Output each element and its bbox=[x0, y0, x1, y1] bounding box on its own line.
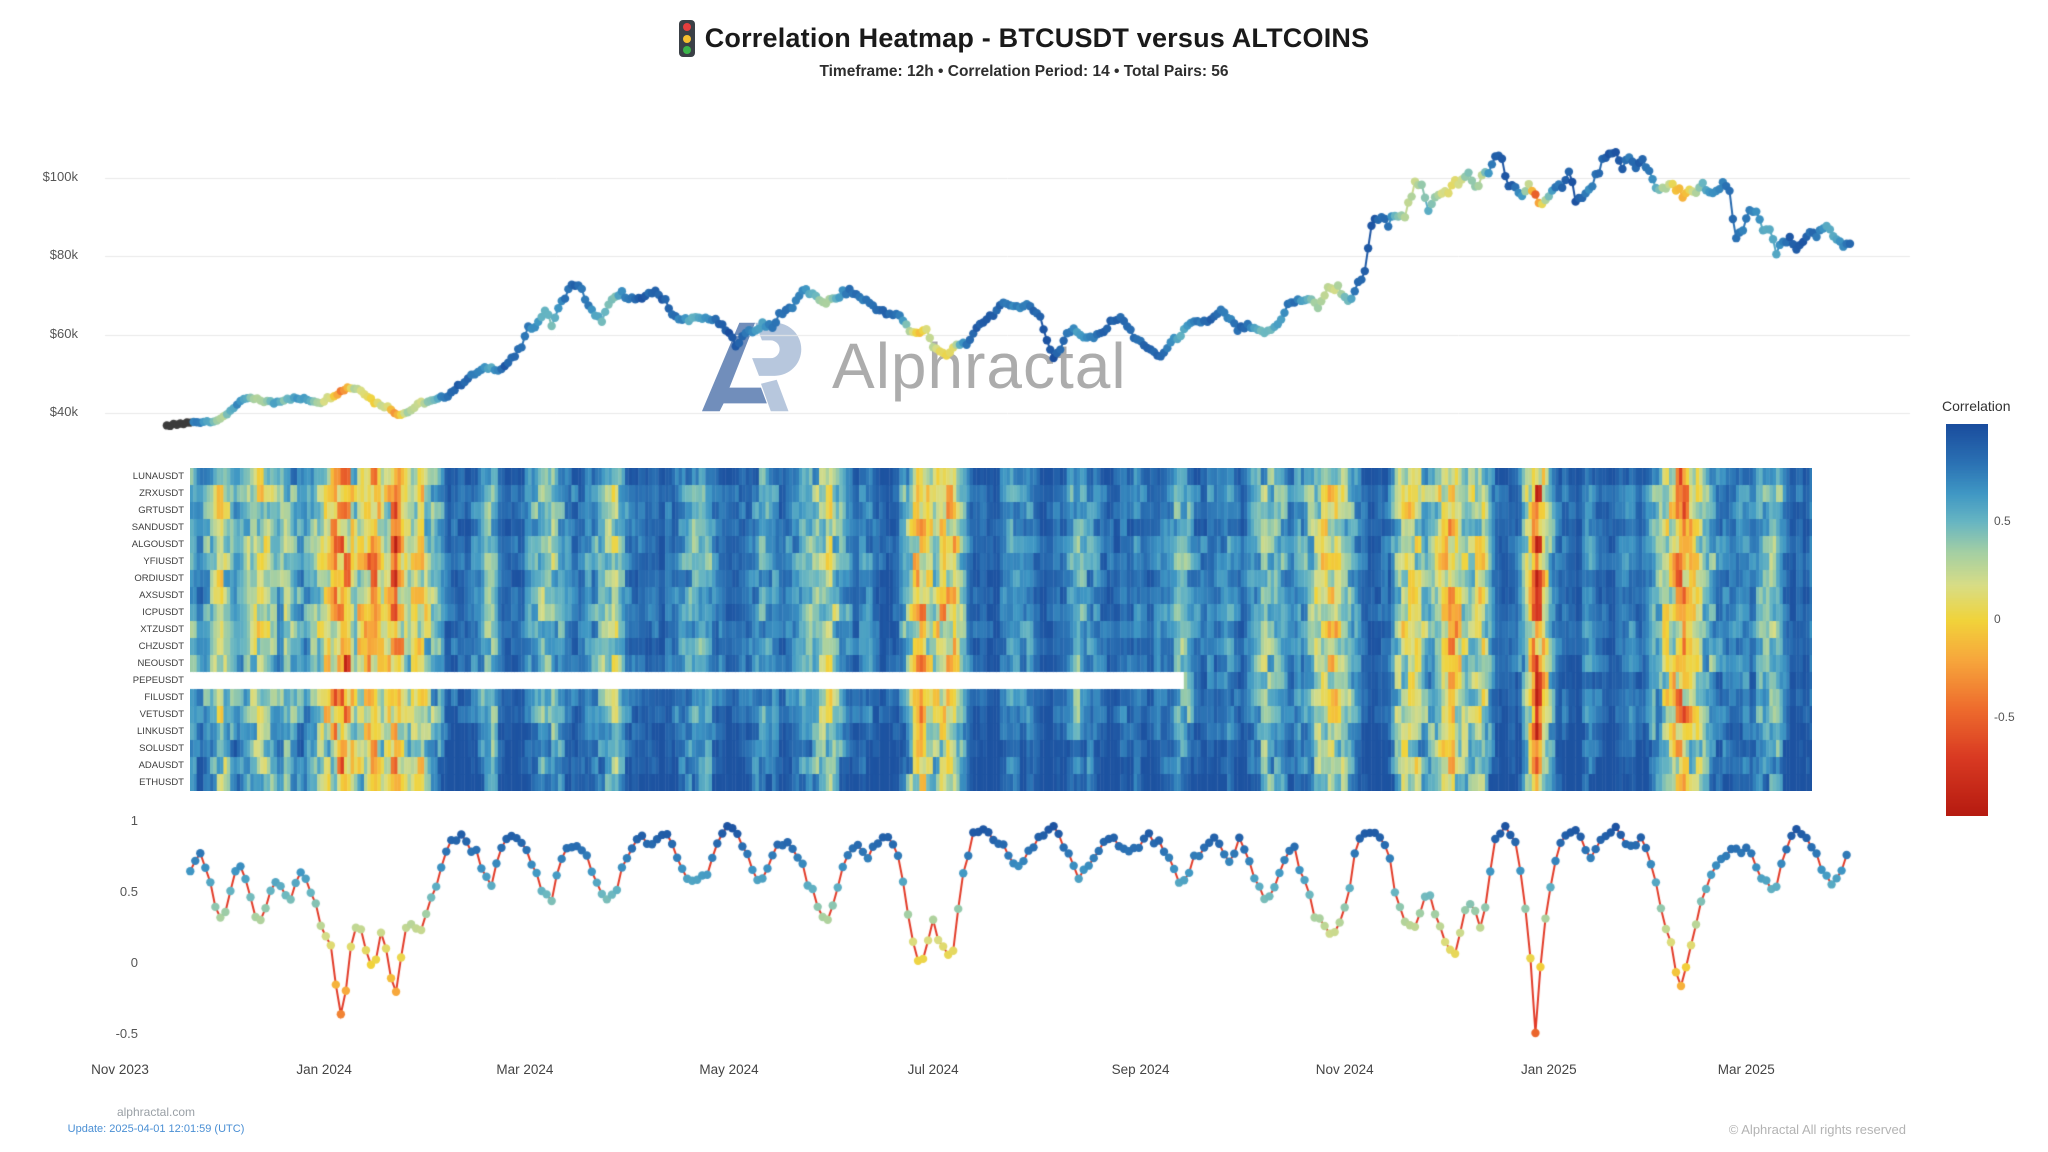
average-correlation-chart-canvas[interactable] bbox=[150, 795, 1910, 1067]
footer-copyright: © Alphractal All rights reserved bbox=[1728, 1122, 1906, 1137]
heatmap-row-label: PEPEUSDT bbox=[132, 675, 184, 686]
heatmap-row-label: LINKUSDT bbox=[137, 726, 184, 737]
x-axis-tick-label: Sep 2024 bbox=[1111, 1062, 1170, 1077]
x-axis-tick-label: Mar 2024 bbox=[496, 1062, 554, 1077]
x-axis-tick-label: Mar 2025 bbox=[1717, 1062, 1775, 1077]
price-y-tick-label: $100k bbox=[42, 168, 78, 184]
footer-left: alphractal.com Update: 2025-04-01 12:01:… bbox=[36, 1105, 276, 1135]
page-title: Correlation Heatmap - BTCUSDT versus ALT… bbox=[704, 23, 1370, 53]
heatmap-row-label: XTZUSDT bbox=[140, 624, 184, 635]
x-axis-tick-label: Jan 2025 bbox=[1521, 1062, 1577, 1077]
colorbar-tick-label: -0.5 bbox=[1994, 710, 2015, 724]
x-axis-tick-label: Nov 2024 bbox=[1315, 1062, 1374, 1077]
heatmap-row-label: ZRXUSDT bbox=[139, 488, 184, 499]
x-axis-tick-label: Jan 2024 bbox=[296, 1062, 352, 1077]
heatmap-row-label: FILUSDT bbox=[144, 692, 184, 703]
correlation-heatmap-canvas[interactable] bbox=[190, 468, 1812, 791]
heatmap-row-label: ETHUSDT bbox=[139, 777, 184, 788]
heatmap-row-label: SOLUSDT bbox=[139, 743, 184, 754]
heatmap-row-label: NEOUSDT bbox=[137, 658, 184, 669]
colorbar-tick-label: 0 bbox=[1994, 612, 2001, 626]
heatmap-row-label: CHZUSDT bbox=[138, 641, 184, 652]
x-axis-tick-label: Nov 2023 bbox=[91, 1062, 149, 1077]
price-y-tick-label: $60k bbox=[49, 325, 78, 341]
footer-update-text: Update: 2025-04-01 12:01:59 (UTC) bbox=[67, 1123, 245, 1135]
heatmap-row-label: ORDIUSDT bbox=[134, 573, 184, 584]
price-chart-canvas[interactable] bbox=[60, 110, 1940, 470]
correlation-y-tick-label: 0.5 bbox=[119, 884, 138, 899]
colorbar-tick-label: 0.5 bbox=[1994, 514, 2011, 528]
price-y-tick-label: $80k bbox=[49, 247, 78, 263]
x-axis-tick-label: Jul 2024 bbox=[907, 1062, 959, 1077]
heatmap-row-label: ICPUSDT bbox=[142, 607, 184, 618]
heatmap-row-label: LUNAUSDT bbox=[132, 471, 184, 482]
heatmap-row-label: ALGOUSDT bbox=[131, 539, 184, 550]
heatmap-row-label: SANDUSDT bbox=[131, 522, 184, 533]
heatmap-row-label: GRTUSDT bbox=[138, 505, 184, 516]
colorbar-gradient bbox=[1946, 424, 1988, 816]
page-subtitle: Timeframe: 12h • Correlation Period: 14 … bbox=[819, 63, 1229, 80]
correlation-y-tick-label: 0 bbox=[130, 955, 138, 970]
heatmap-row-label: YFIUSDT bbox=[143, 556, 184, 567]
x-axis-tick-label: May 2024 bbox=[699, 1062, 759, 1077]
correlation-y-tick-label: -0.5 bbox=[115, 1026, 138, 1041]
colorbar-title: Correlation bbox=[1942, 398, 2011, 414]
price-y-tick-label: $40k bbox=[49, 404, 78, 419]
heatmap-row-label: VETUSDT bbox=[139, 709, 184, 720]
traffic-light-icon bbox=[678, 20, 695, 57]
correlation-y-tick-label: 1 bbox=[130, 813, 138, 828]
figure-header: Correlation Heatmap - BTCUSDT versus ALT… bbox=[0, 20, 2048, 81]
heatmap-row-label: ADAUSDT bbox=[138, 760, 184, 771]
footer-site-text: alphractal.com bbox=[116, 1105, 196, 1119]
heatmap-row-label: AXSUSDT bbox=[139, 590, 184, 601]
